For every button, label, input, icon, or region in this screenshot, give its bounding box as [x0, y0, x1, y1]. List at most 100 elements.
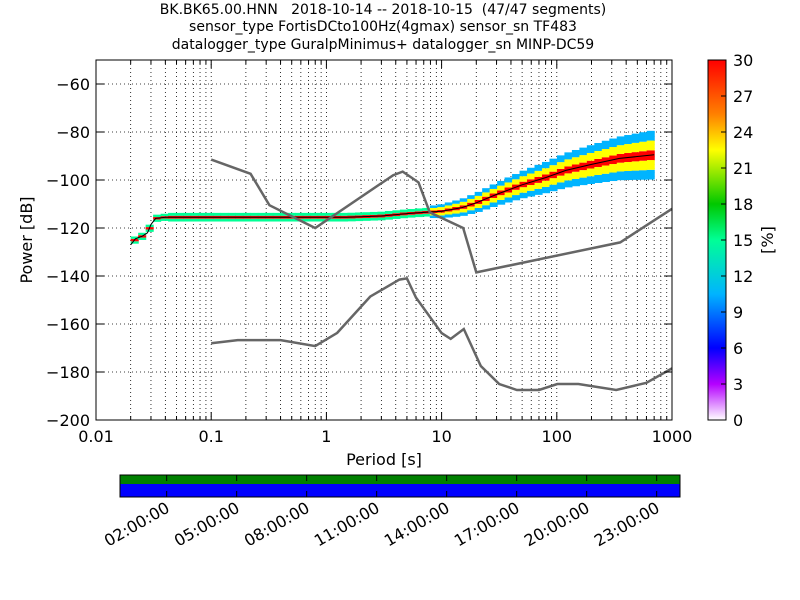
y-tick-label: −160: [46, 315, 90, 334]
heatmap-cell: [130, 236, 139, 239]
heatmap-cell: [205, 218, 214, 222]
heatmap-cell: [183, 218, 192, 222]
heatmap-cell: [377, 211, 386, 215]
heatmap-cell: [489, 197, 498, 203]
heatmap-cell: [452, 210, 461, 214]
heatmap-cell: [362, 212, 371, 216]
high-noise-model-curve: [210, 158, 673, 274]
colorbar-tick-label: 18: [733, 195, 753, 214]
heatmap-cell: [325, 218, 334, 222]
heatmap-cell: [250, 218, 259, 222]
heatmap-cell: [519, 170, 528, 177]
heatmap-cell: [160, 213, 169, 217]
heatmap-cell: [429, 207, 438, 211]
heatmap-cell: [609, 172, 618, 182]
heatmap-cell: [280, 212, 289, 216]
heatmap-cell: [130, 241, 139, 244]
heatmap-cell: [340, 218, 349, 222]
heatmap-cell: [586, 176, 595, 184]
y-tick-label: −60: [56, 75, 90, 94]
heatmap-cell: [175, 218, 184, 222]
heatmap-cell: [527, 173, 536, 180]
heatmap-cell: [571, 178, 580, 187]
heatmap-cell: [399, 215, 408, 219]
heatmap-cell: [579, 170, 588, 178]
heatmap-cell: [571, 157, 580, 165]
heatmap-cell: [534, 182, 543, 189]
heatmap-cell: [160, 218, 169, 221]
heatmap-cell: [227, 218, 236, 222]
timeline-label: 23:00:00: [591, 498, 663, 550]
heatmap-cell: [504, 192, 513, 198]
x-tick-label: 100: [542, 427, 573, 446]
heatmap-cell: [482, 205, 491, 210]
heatmap-cell: [586, 168, 595, 177]
heatmap-cell: [474, 195, 483, 200]
heatmap-cell: [347, 218, 356, 222]
heatmap-cell: [168, 218, 177, 222]
heatmap-cell: [467, 195, 476, 199]
colorbar-tick-label: 9: [733, 303, 743, 322]
heatmap-cell: [646, 160, 655, 170]
y-tick-label: −140: [46, 267, 90, 286]
timeline-band-top: [120, 475, 680, 484]
x-tick-label: 1000: [652, 427, 693, 446]
heatmap-cell: [549, 165, 558, 172]
heatmap-cell: [444, 202, 453, 206]
heatmap-cell: [624, 144, 633, 154]
heatmap-cell: [414, 208, 423, 212]
heatmap-cell: [571, 149, 580, 158]
heatmap-cell: [444, 211, 453, 215]
heatmap-cell: [601, 173, 610, 183]
heatmap-cell: [407, 208, 416, 212]
heatmap-cell: [302, 218, 311, 222]
x-tick-label: 0.1: [198, 427, 223, 446]
heatmap-cell: [444, 214, 453, 218]
heatmap-cell: [272, 218, 281, 222]
heatmap-cell: [556, 182, 566, 190]
heatmap-cell: [369, 211, 379, 215]
heatmap-cell: [197, 212, 207, 216]
y-axis-label: Power [dB]: [17, 196, 36, 283]
heatmap-cell: [437, 207, 446, 210]
heatmap-cell: [235, 218, 244, 222]
heatmap-cell: [265, 212, 274, 216]
title-line-1: BK.BK65.00.HNN 2018-10-14 -- 2018-10-15 …: [159, 2, 607, 18]
heatmap-cell: [235, 212, 244, 216]
heatmap-cell: [556, 175, 566, 183]
heatmap-cell: [564, 173, 573, 181]
heatmap-cell: [512, 189, 521, 196]
heatmap-cell: [452, 200, 461, 204]
heatmap-cell: [399, 209, 408, 213]
heatmap-cell: [594, 150, 603, 159]
heatmap-cell: [482, 188, 491, 193]
heatmap-cell: [579, 147, 588, 156]
heatmap-cell: [347, 212, 356, 216]
heatmap-cell: [295, 212, 304, 216]
heatmap-cell: [609, 138, 618, 148]
y-tick-label: −180: [46, 363, 90, 382]
heatmap-cell: [519, 192, 528, 199]
heatmap-cell: [474, 191, 483, 196]
heatmap-cell: [459, 201, 468, 206]
timeline-label: 11:00:00: [311, 498, 383, 550]
heatmap-cell: [646, 130, 655, 141]
ppsd-heatmap: [130, 130, 655, 244]
colorbar-tick-label: 6: [733, 339, 743, 358]
heatmap-cell: [355, 218, 364, 222]
heatmap-cell: [459, 212, 468, 216]
heatmap-cell: [512, 179, 521, 185]
heatmap-cell: [377, 217, 386, 221]
heatmap-cell: [624, 135, 633, 145]
x-tick-label: 1: [321, 427, 331, 446]
heatmap-cell: [212, 218, 222, 222]
heatmap-cell: [579, 177, 588, 186]
heatmap-cell: [190, 218, 199, 222]
heatmap-cell: [242, 212, 251, 216]
heatmap-cell: [564, 159, 573, 167]
heatmap-cell: [272, 212, 281, 216]
heatmap-cell: [414, 214, 423, 218]
x-axis-label: Period [s]: [346, 450, 422, 469]
heatmap-cell: [497, 185, 506, 191]
